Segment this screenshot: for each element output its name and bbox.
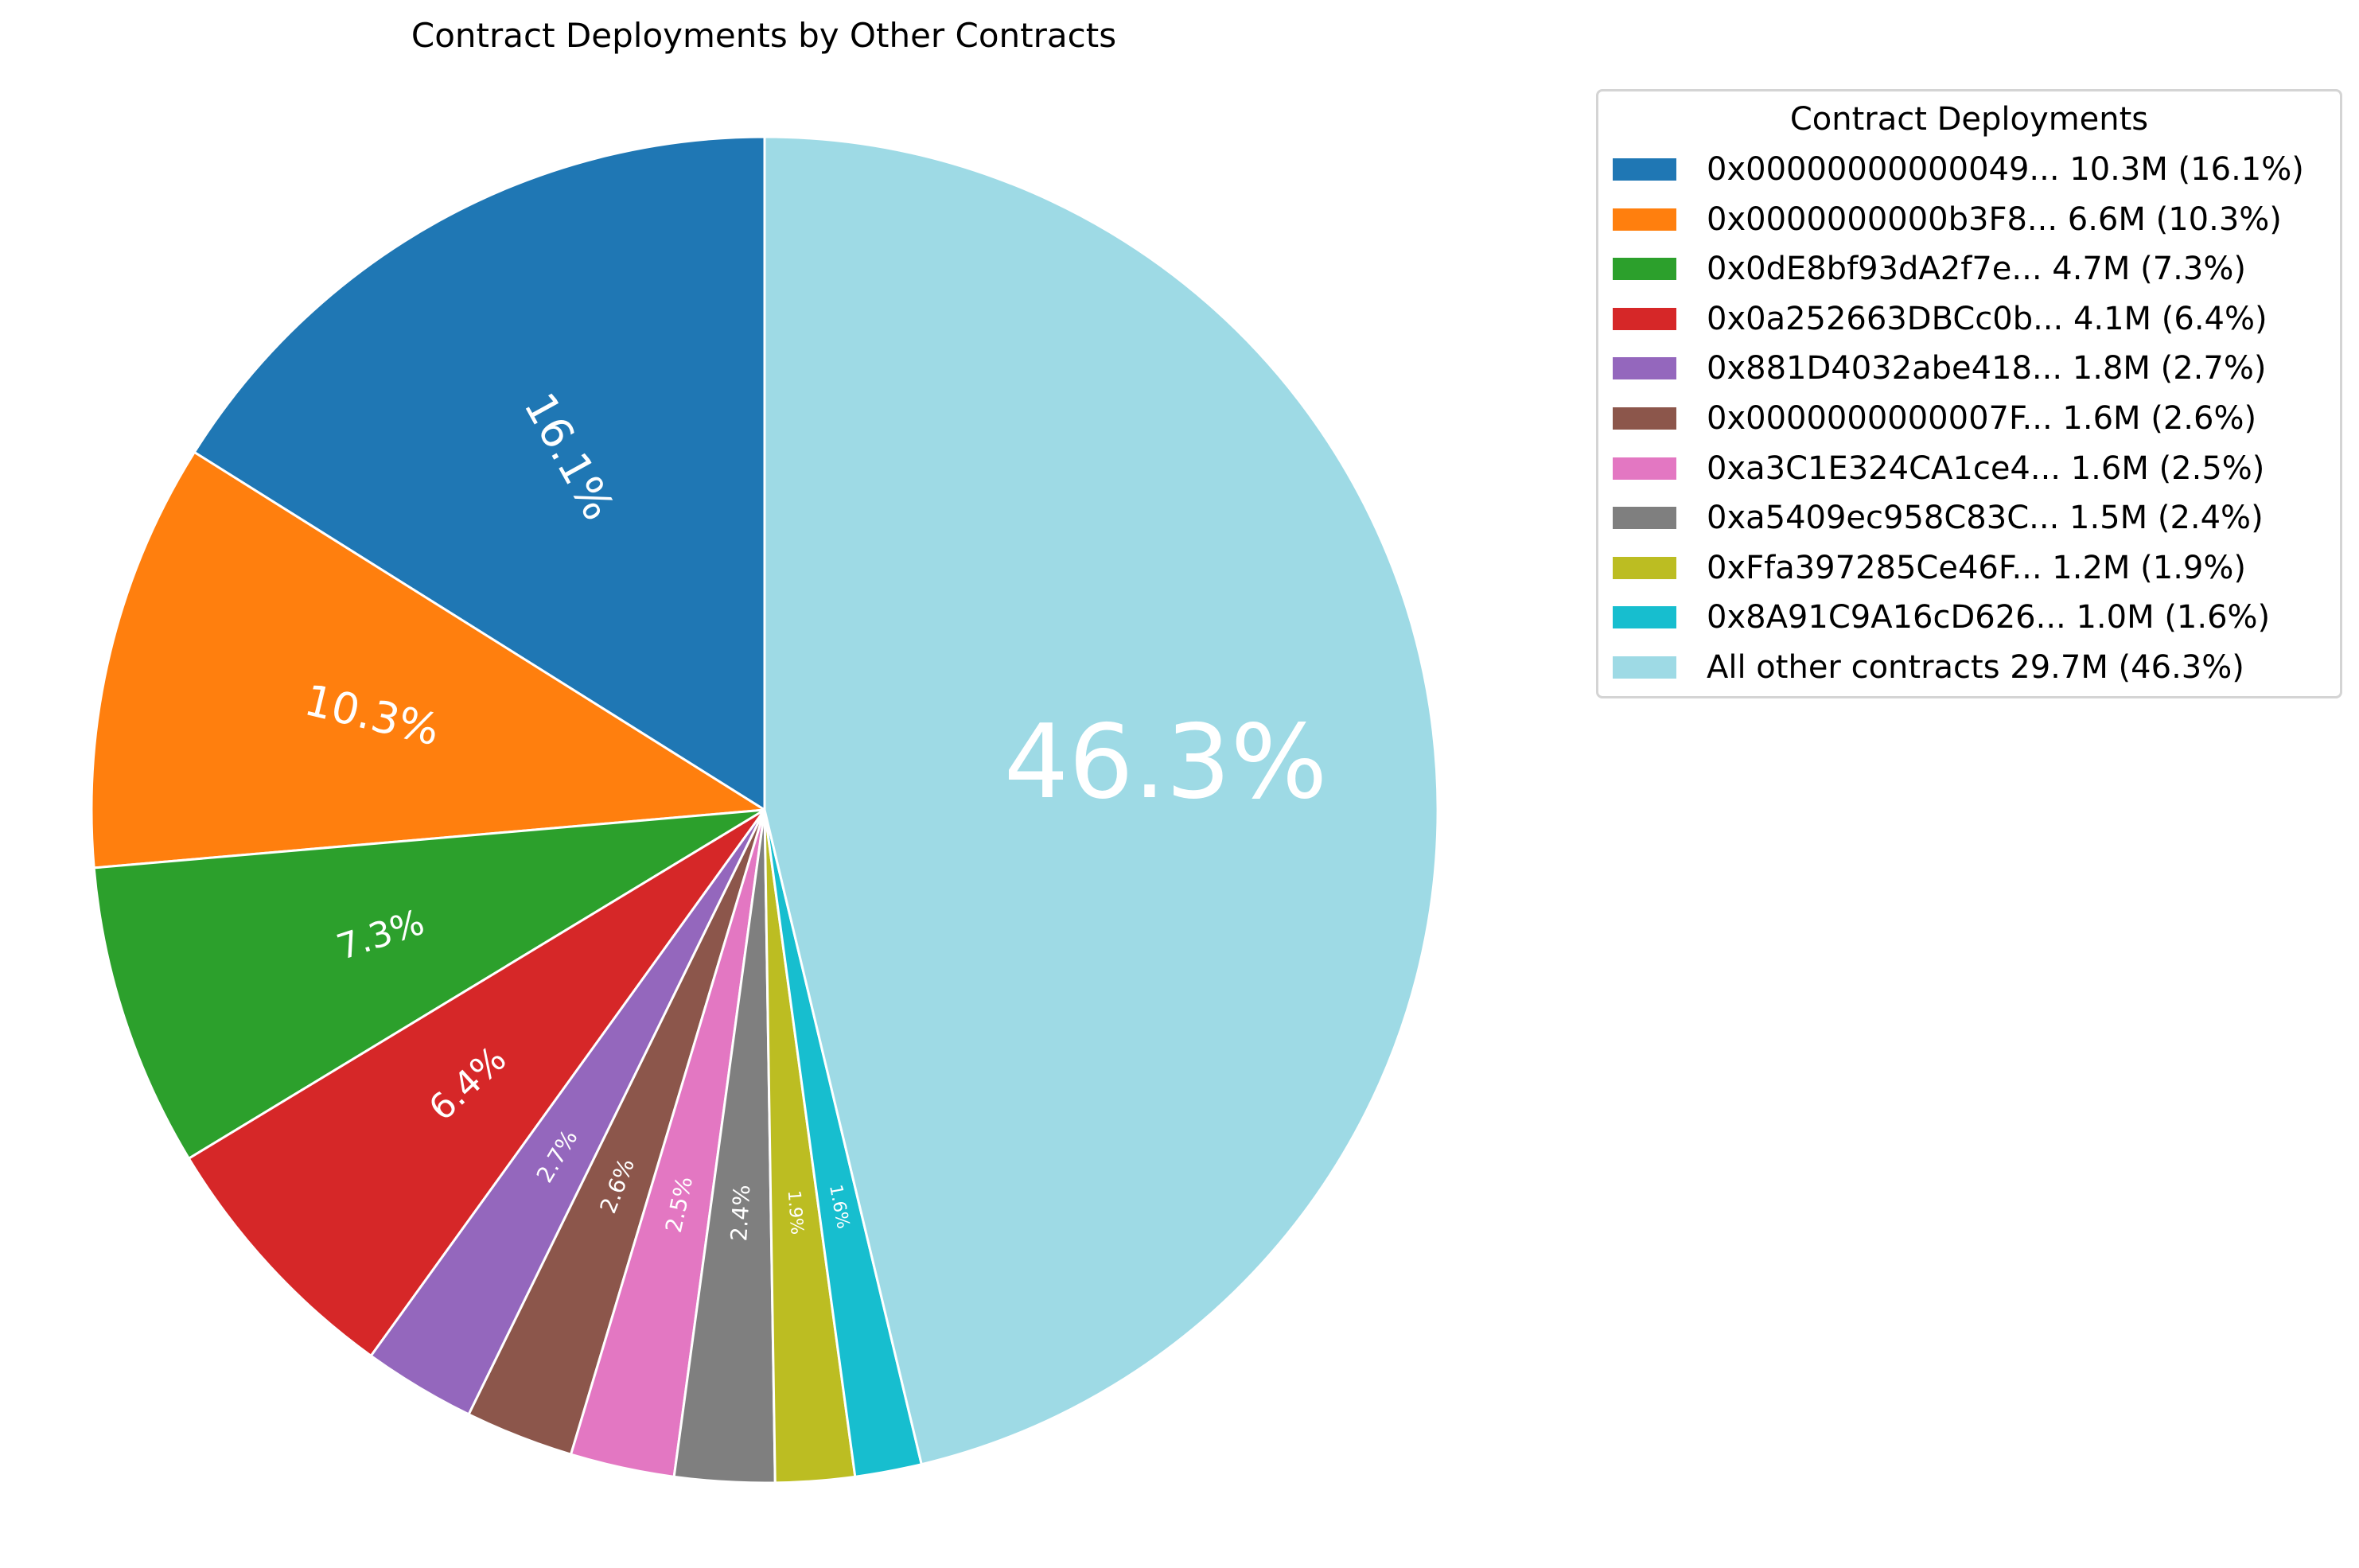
legend-item: 0x0dE8bf93dA2f7e... 4.7M (7.3%) xyxy=(1613,247,2246,291)
legend-item: 0xFfa397285Ce46F... 1.2M (1.9%) xyxy=(1613,546,2246,590)
legend-item: 0x0000000000b3F8... 6.6M (10.3%) xyxy=(1613,197,2282,242)
legend-title: Contract Deployments xyxy=(1789,101,2149,138)
legend-label: All other contracts 29.7M (46.3%) xyxy=(1707,649,2244,686)
legend-label: 0x8A91C9A16cD626... 1.0M (1.6%) xyxy=(1707,599,2271,636)
legend-label: 0x0a252663DBCc0b... 4.1M (6.4%) xyxy=(1707,300,2268,337)
pie-slice xyxy=(763,135,1439,1466)
legend-item: 0x8A91C9A16cD626... 1.0M (1.6%) xyxy=(1613,595,2270,640)
legend-label: 0x0dE8bf93dA2f7e... 4.7M (7.3%) xyxy=(1707,251,2246,288)
legend-swatch xyxy=(1613,307,1676,330)
slice-percent-label: 2.4% xyxy=(726,1184,755,1242)
legend-label: 0xFfa397285Ce46F... 1.2M (1.9%) xyxy=(1707,549,2246,586)
chart-title: Contract Deployments by Other Contracts xyxy=(411,16,1117,55)
legend-swatch xyxy=(1613,208,1676,231)
legend-label: 0xa5409ec958C83C... 1.5M (2.4%) xyxy=(1707,500,2264,537)
legend-label: 0x881D4032abe418... 1.8M (2.7%) xyxy=(1707,350,2267,387)
legend-label: 0x0000000000b3F8... 6.6M (10.3%) xyxy=(1707,200,2282,238)
legend-swatch xyxy=(1613,258,1676,281)
legend-item: 0x0000000000007F... 1.6M (2.6%) xyxy=(1613,396,2256,441)
pie-slice xyxy=(187,808,766,1358)
legend-swatch xyxy=(1613,507,1676,530)
pie-slice xyxy=(92,808,765,1161)
legend: Contract Deployments 0x00000000000049...… xyxy=(1596,89,2342,698)
legend-swatch xyxy=(1613,407,1676,430)
legend-swatch xyxy=(1613,457,1676,480)
slice-percent-label: 46.3% xyxy=(1004,703,1328,822)
legend-item: 0x881D4032abe418... 1.8M (2.7%) xyxy=(1613,346,2266,391)
legend-label: 0x0000000000007F... 1.6M (2.6%) xyxy=(1707,400,2257,437)
pie-chart: 16.1%10.3%7.3%6.4%2.7% 2.6% 2.5% 2.4% 1.9% 1.… xyxy=(90,135,1439,1484)
legend-label: 0x00000000000049... 10.3M (16.1%) xyxy=(1707,151,2304,188)
pie-slice xyxy=(90,450,769,870)
pie-slice xyxy=(193,135,766,812)
legend-item: 0xa3C1E324CA1ce4... 1.6M (2.5%) xyxy=(1613,446,2264,491)
legend-item: All other contracts 29.7M (46.3%) xyxy=(1613,645,2244,690)
legend-swatch xyxy=(1613,556,1676,579)
legend-swatch xyxy=(1613,158,1676,181)
legend-swatch xyxy=(1613,357,1676,380)
legend-label: 0xa3C1E324CA1ce4... 1.6M (2.5%) xyxy=(1707,449,2265,487)
legend-swatch xyxy=(1613,606,1676,629)
legend-item: 0x0a252663DBCc0b... 4.1M (6.4%) xyxy=(1613,297,2268,341)
slice-percent-label: 1.9% xyxy=(784,1189,807,1235)
legend-item: 0xa5409ec958C83C... 1.5M (2.4%) xyxy=(1613,496,2264,540)
legend-item: 0x00000000000049... 10.3M (16.1%) xyxy=(1613,147,2304,192)
legend-swatch xyxy=(1613,656,1676,679)
